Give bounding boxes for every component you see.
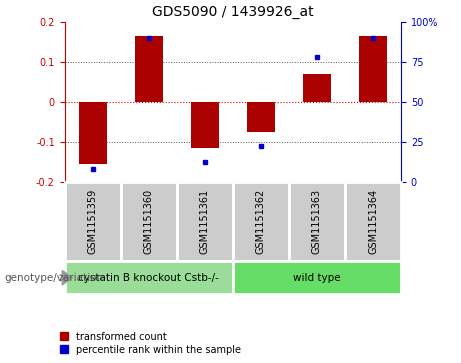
- Text: GSM1151364: GSM1151364: [368, 189, 378, 254]
- Legend: transformed count, percentile rank within the sample: transformed count, percentile rank withi…: [60, 331, 241, 355]
- Bar: [65, 182, 121, 261]
- Bar: [289, 182, 345, 261]
- Text: GSM1151359: GSM1151359: [88, 189, 98, 254]
- Title: GDS5090 / 1439926_at: GDS5090 / 1439926_at: [152, 5, 313, 19]
- Bar: [121, 182, 177, 261]
- Text: wild type: wild type: [293, 273, 341, 283]
- Bar: [359, 36, 387, 102]
- Polygon shape: [62, 270, 72, 285]
- Bar: [303, 74, 331, 102]
- Bar: [247, 102, 275, 131]
- Bar: [233, 261, 401, 294]
- Bar: [135, 36, 163, 102]
- Bar: [65, 261, 233, 294]
- Bar: [233, 182, 289, 261]
- Text: genotype/variation: genotype/variation: [5, 273, 104, 283]
- Bar: [345, 182, 401, 261]
- Bar: [191, 102, 219, 147]
- Bar: [78, 102, 106, 163]
- Text: GSM1151360: GSM1151360: [144, 189, 154, 254]
- Text: GSM1151363: GSM1151363: [312, 189, 322, 254]
- Bar: [177, 182, 233, 261]
- Text: GSM1151361: GSM1151361: [200, 189, 210, 254]
- Text: GSM1151362: GSM1151362: [256, 189, 266, 254]
- Text: cystatin B knockout Cstb-/-: cystatin B knockout Cstb-/-: [78, 273, 219, 283]
